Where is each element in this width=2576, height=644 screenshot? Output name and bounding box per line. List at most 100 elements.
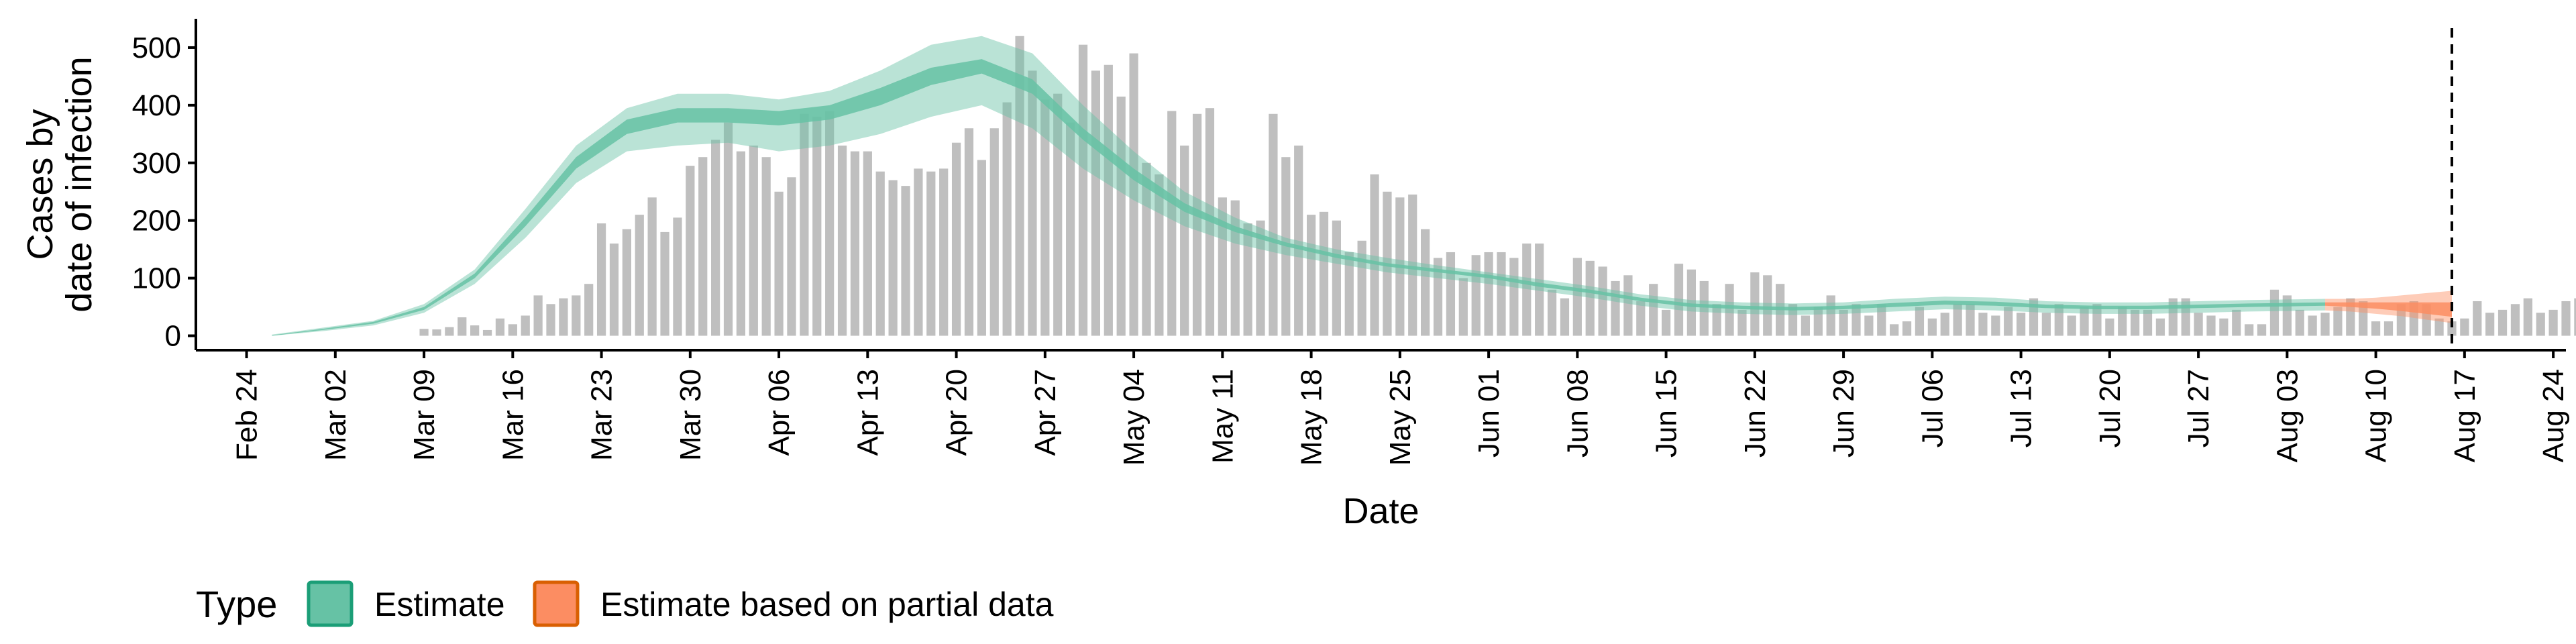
reported-cases-bar (2574, 298, 2576, 336)
reported-cases-bar (1509, 258, 1519, 336)
reported-cases-bar (470, 325, 480, 336)
reported-cases-bar (1674, 264, 1684, 336)
reported-cases-bar (647, 197, 657, 336)
reported-cases-bar (432, 329, 441, 336)
reported-cases-bar (2105, 318, 2114, 336)
reported-cases-bar (812, 117, 822, 336)
reported-cases-bar (2004, 307, 2013, 336)
reported-cases-bar (1370, 174, 1379, 336)
reported-cases-bar (2016, 313, 2026, 336)
reported-cases-bar (2257, 324, 2267, 336)
reported-cases-bar (1091, 70, 1101, 336)
reported-cases-bar (2131, 309, 2140, 336)
reported-cases-bar (1129, 53, 1138, 336)
reported-cases-bar (2510, 304, 2520, 336)
y-tick-label: 500 (132, 32, 181, 64)
reported-cases-bar (2320, 313, 2330, 336)
x-tick-label: Jun 15 (1650, 369, 1683, 458)
reported-cases-bar (1864, 315, 1874, 336)
legend-key (307, 580, 354, 627)
reported-cases-bar (2295, 309, 2304, 336)
reported-cases-bar (761, 157, 771, 336)
reported-cases-bar (2523, 298, 2532, 336)
reported-cases-bar (559, 298, 568, 336)
x-tick-label: Feb 24 (231, 369, 264, 461)
reported-cases-bar (1890, 324, 1899, 336)
reported-cases-bar (875, 171, 885, 336)
reported-cases-bar (572, 295, 581, 336)
reported-cases-bar (622, 229, 631, 336)
x-tick-label: Jul 20 (2094, 369, 2127, 447)
x-tick-label: Apr 13 (851, 369, 884, 456)
reported-cases-bar (1839, 309, 1848, 336)
reported-cases-bar (686, 166, 695, 336)
reported-cases-bar (977, 160, 986, 336)
reported-cases-bar (850, 151, 860, 336)
ribbon-50 (2325, 302, 2452, 317)
y-tick-label: 100 (132, 262, 181, 295)
reported-cases-bar (914, 168, 923, 336)
x-tick-label: Mar 16 (496, 369, 529, 461)
reported-cases-bar (2498, 309, 2508, 336)
reported-cases-bar (1142, 162, 1151, 336)
reported-cases-bar (837, 146, 847, 336)
x-tick-label: May 11 (1206, 369, 1239, 464)
reported-cases-bar (584, 284, 594, 336)
y-tick-label: 300 (132, 147, 181, 180)
x-tick-label: Aug 24 (2537, 369, 2570, 462)
y-axis-title-line: date of infection (59, 56, 99, 312)
reported-cases-bar (2536, 313, 2545, 336)
x-axis-title: Date (1342, 491, 1419, 531)
x-tick-label: May 25 (1384, 369, 1417, 466)
reported-cases-bar (635, 215, 644, 336)
reported-cases-bar (495, 318, 505, 336)
reported-cases-bar (2118, 307, 2127, 336)
reported-cases-bar (482, 329, 492, 336)
reported-cases-bar (508, 324, 517, 336)
reported-cases-bar (939, 168, 949, 336)
reported-cases-bar (723, 122, 733, 336)
reported-cases-bar (2308, 315, 2317, 336)
reported-cases-bar (1104, 64, 1113, 336)
x-tick-label: Jul 13 (2005, 369, 2038, 447)
reported-cases-bar (673, 217, 682, 336)
x-tick-label: Jun 01 (1472, 369, 1505, 458)
legend-key (533, 580, 580, 627)
reported-cases-bar (1763, 275, 1772, 336)
reported-cases-bar (1357, 240, 1366, 336)
legend-label: Estimate based on partial data (600, 586, 1054, 623)
x-tick-label: Jun 22 (1739, 369, 1772, 458)
x-tick-label: Apr 06 (763, 369, 796, 456)
reported-cases-bar (901, 186, 910, 336)
reported-cases-bar (1306, 215, 1316, 336)
x-tick-label: Mar 23 (586, 369, 619, 461)
reported-cases-bar (1256, 220, 1265, 336)
x-tick-label: Mar 30 (674, 369, 707, 461)
reported-cases-bar (2383, 321, 2394, 336)
reported-cases-bar (660, 231, 669, 336)
reported-cases-bar (1028, 70, 1037, 336)
reported-cases-bar (2206, 315, 2216, 336)
reported-cases-bar (1066, 122, 1075, 336)
reported-cases-bar (863, 151, 872, 336)
reported-cases-bar (1801, 315, 1811, 336)
reported-cases-bar (2371, 321, 2381, 336)
reported-cases-bar (1737, 309, 1747, 336)
reported-cases-bar (1167, 111, 1177, 336)
reported-cases-bar (749, 146, 758, 336)
reported-cases-bar (2333, 307, 2343, 336)
reported-cases-bar (1053, 93, 1063, 336)
reported-cases-bar (1446, 252, 1456, 336)
reported-cases-bar (1116, 96, 1126, 336)
reported-cases-bar (1015, 36, 1024, 336)
reported-cases-bar (1332, 220, 1341, 336)
reported-cases-bar (1497, 252, 1506, 336)
reported-cases-bar (951, 142, 961, 336)
reported-cases-bar (1636, 301, 1646, 336)
reported-cases-bar (1484, 252, 1493, 336)
reported-cases-bar (1649, 284, 1658, 336)
reported-cases-bar (1826, 295, 1835, 336)
reported-cases-bar (521, 315, 530, 336)
x-axis-ticks: Feb 24 Mar 02 Mar 09 Mar 16 Mar 23 Mar 30 Apr … (231, 350, 2570, 466)
reported-cases-bar (533, 295, 543, 336)
